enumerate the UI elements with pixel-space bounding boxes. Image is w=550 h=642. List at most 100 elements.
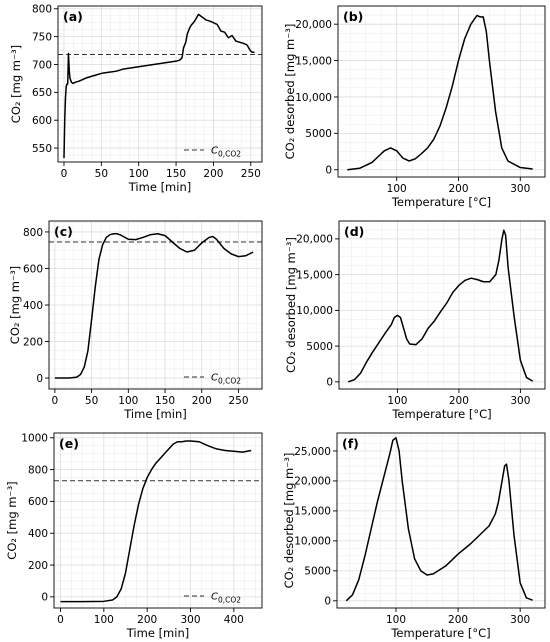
legend: C0,CO2 <box>184 592 241 605</box>
y-tick-label: 10,000 <box>294 536 331 548</box>
x-tick-label: 50 <box>95 168 108 180</box>
x-tick-label: 100 <box>118 395 138 407</box>
x-tick-label: 200 <box>192 395 212 407</box>
y-tick-label: 700 <box>32 59 52 71</box>
y-tick-label: 25,000 <box>294 446 331 458</box>
x-tick-label: 100 <box>129 168 149 180</box>
plot-frame <box>53 432 263 609</box>
x-tick-label: 100 <box>387 183 407 195</box>
grid <box>54 433 262 608</box>
x-tick-label: 400 <box>224 614 244 626</box>
y-tick-label: 200 <box>28 560 48 572</box>
x-tick-label: 100 <box>386 614 406 626</box>
x-tick-label: 200 <box>137 614 157 626</box>
y-tick-label: 15,000 <box>295 55 332 67</box>
panel-a: 0 50 100 150 200 250 550 600 650 700 750 800 Time [m… <box>9 4 263 194</box>
y-tick-label: 0 <box>36 373 43 385</box>
panel-label: (a) <box>63 9 83 24</box>
y-tick-label: 400 <box>23 300 43 312</box>
legend: C0,CO2 <box>184 373 241 386</box>
y-tick-label: 10,000 <box>296 305 333 317</box>
panel-label: (b) <box>343 9 363 24</box>
y-tick-label: 600 <box>32 115 52 127</box>
x-tick-label: 250 <box>228 395 248 407</box>
y-axis-label: CO₂ desorbed [mg m⁻³] <box>283 24 297 160</box>
y-axis-label: CO₂ [mg m⁻³] <box>9 45 23 123</box>
y-tick-label: 800 <box>28 464 48 476</box>
x-axis-label: Temperature [°C] <box>391 407 491 421</box>
y-tick-label: 1000 <box>21 433 48 445</box>
x-tick-label: 200 <box>203 168 223 180</box>
panel-b: 100 200 300 0 5000 10,000 15,000 20,000 Temperat… <box>283 5 546 209</box>
grid <box>337 433 545 608</box>
x-tick-label: 150 <box>166 168 186 180</box>
y-tick-label: 400 <box>28 528 48 540</box>
panel-label: (f) <box>342 436 359 451</box>
y-axis-label: CO₂ desorbed [mg m⁻³] <box>282 453 296 589</box>
y-tick-label: 0 <box>41 592 48 604</box>
series-line <box>54 233 254 379</box>
y-tick-label: 0 <box>325 165 332 177</box>
y-tick-label: 5000 <box>306 341 333 353</box>
x-axis-label: Time [min] <box>123 407 186 421</box>
x-tick-label: 0 <box>61 168 68 180</box>
y-tick-label: 550 <box>32 143 52 155</box>
y-tick-label: 800 <box>23 227 43 239</box>
x-axis-label: Time [min] <box>128 180 191 194</box>
x-tick-label: 250 <box>241 168 261 180</box>
y-tick-label: 20,000 <box>296 234 333 246</box>
x-axis-label: Time [min] <box>126 626 189 640</box>
x-tick-label: 200 <box>448 183 468 195</box>
x-tick-label: 300 <box>180 614 200 626</box>
y-tick-label: 20,000 <box>294 476 331 488</box>
x-tick-label: 0 <box>57 614 64 626</box>
y-axis-label: CO₂ desorbed [mg m⁻³] <box>284 237 298 373</box>
legend-label: C0,CO2 <box>211 146 241 159</box>
y-axis-label: CO₂ [mg m⁻³] <box>5 481 19 559</box>
x-tick-label: 300 <box>510 614 530 626</box>
legend-label: C0,CO2 <box>211 373 241 386</box>
y-tick-label: 0 <box>326 377 333 389</box>
y-tick-label: 750 <box>32 31 52 43</box>
panel-label: (d) <box>344 224 364 239</box>
plot-frame <box>338 220 546 390</box>
y-tick-label: 5000 <box>304 566 331 578</box>
grid <box>339 221 545 389</box>
legend: C0,CO2 <box>184 146 241 159</box>
series-line <box>347 14 533 171</box>
panel-c: 0 50 100 150 200 250 0 200 400 600 800 Time [min] CO… <box>8 220 263 421</box>
y-tick-label: 10,000 <box>295 92 332 104</box>
y-tick-label: 600 <box>23 263 43 275</box>
x-tick-label: 300 <box>510 183 530 195</box>
y-tick-label: 200 <box>23 336 43 348</box>
x-tick-label: 150 <box>155 395 175 407</box>
grid <box>49 221 262 389</box>
plot-frame <box>57 5 263 163</box>
panel-label: (c) <box>54 224 73 239</box>
x-tick-label: 200 <box>449 395 469 407</box>
x-axis-label: Temperature [°C] <box>391 195 491 209</box>
x-tick-label: 200 <box>448 614 468 626</box>
x-tick-label: 0 <box>52 395 59 407</box>
series-line <box>63 13 255 159</box>
y-tick-label: 5000 <box>305 128 332 140</box>
plot-frame <box>336 432 546 609</box>
y-tick-label: 600 <box>28 496 48 508</box>
x-tick-label: 300 <box>510 395 530 407</box>
y-tick-label: 0 <box>324 596 331 608</box>
series-line <box>345 437 533 602</box>
legend-label: C0,CO2 <box>211 592 241 605</box>
panel-e: 0 100 200 300 400 0 200 400 600 800 1000 Time [min]… <box>5 432 263 640</box>
y-axis-label: CO₂ [mg m⁻³] <box>8 266 22 344</box>
y-tick-label: 800 <box>32 4 52 16</box>
series-line <box>347 229 534 383</box>
panel-label: (e) <box>59 436 79 451</box>
y-tick-label: 650 <box>32 87 52 99</box>
panel-f: 100 200 300 0 5000 10,000 15,000 20,000 25,000 Te… <box>282 432 546 640</box>
grid <box>58 6 262 162</box>
x-axis-label: Temperature [°C] <box>390 626 490 640</box>
x-tick-label: 50 <box>85 395 98 407</box>
x-tick-label: 100 <box>94 614 114 626</box>
y-tick-label: 20,000 <box>295 19 332 31</box>
